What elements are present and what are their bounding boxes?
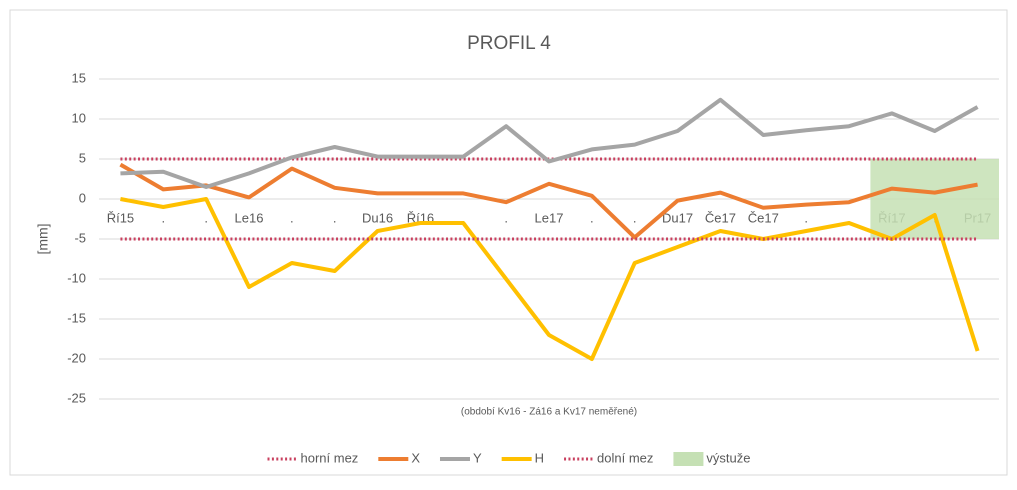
area [870, 159, 999, 239]
series-line [120, 97, 979, 189]
legend-label: dolní mez [597, 450, 653, 465]
y-axis-label: [mm] [35, 223, 51, 254]
legend-label: Y [473, 450, 482, 465]
x-tick-label: . [333, 210, 337, 225]
legend-item: H [501, 450, 544, 465]
legend-label: výstuže [706, 450, 750, 465]
legend-item: dolní mez [564, 450, 653, 465]
legend-label: horní mez [301, 450, 359, 465]
y-tick-label: 15 [72, 70, 86, 85]
y-tick-label: -25 [67, 390, 86, 405]
series-line [120, 197, 980, 361]
legend-swatch [673, 452, 704, 466]
y-tick-label: 0 [79, 190, 86, 205]
x-tick-label: . [847, 210, 851, 225]
y-tick-label: -15 [67, 310, 86, 325]
legend-item: výstuže [673, 450, 751, 466]
x-tick-label: . [804, 210, 808, 225]
x-tick-label: Ří15 [107, 210, 134, 225]
annotation: (období Kv16 - Zá16 a Kv17 neměřené) [461, 407, 637, 418]
x-tick-label: . [590, 210, 594, 225]
y-tick-label: 10 [72, 110, 86, 125]
chart-title: PROFIL 4 [467, 33, 551, 54]
x-tick-label: Du16 [362, 210, 393, 225]
y-tick-label: -10 [67, 270, 86, 285]
x-tick-label: . [504, 210, 508, 225]
x-tick-label: Le16 [235, 210, 264, 225]
x-tick-label: Če17 [748, 210, 779, 225]
y-tick-label: 5 [79, 150, 86, 165]
series-line [119, 162, 978, 240]
y-tick-label: -20 [67, 350, 86, 365]
x-tick-label: . [161, 210, 165, 225]
x-tick-label: . [633, 210, 637, 225]
legend-label: X [411, 450, 420, 465]
y-tick-label: -5 [74, 230, 86, 245]
x-tick-label: . [461, 210, 465, 225]
chart-frame [9, 9, 1008, 476]
legend-item: Y [439, 450, 482, 465]
x-tick-label: . [290, 210, 294, 225]
x-tick-label: Če17 [705, 210, 736, 225]
legend-item: horní mez [267, 450, 359, 465]
legend-item: X [378, 450, 420, 465]
plot [119, 97, 999, 361]
x-tick-label: Du17 [662, 210, 693, 225]
legend-label: H [535, 450, 544, 465]
x-tick-label: Le17 [535, 210, 564, 225]
x-tick-label: . [204, 210, 208, 225]
